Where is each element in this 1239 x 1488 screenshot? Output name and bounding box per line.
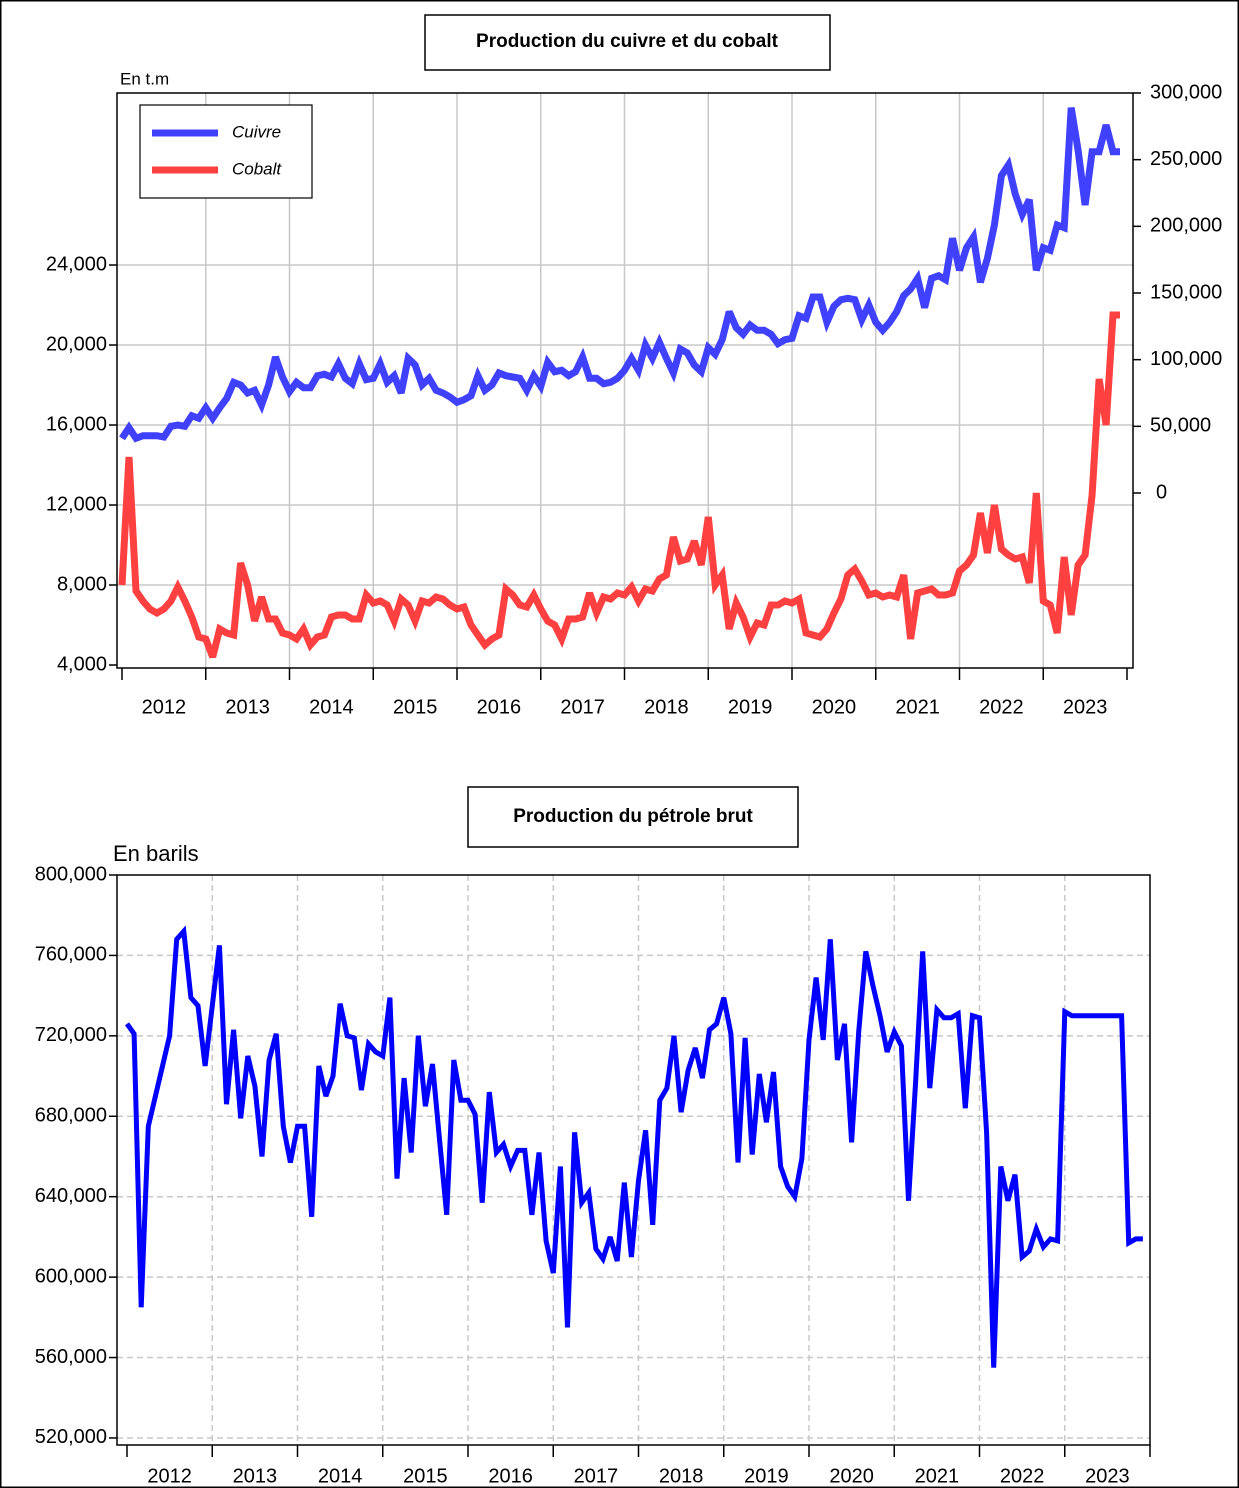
- y2-tick-label: 150,000: [1150, 281, 1222, 303]
- x-tick-label: 2020: [812, 696, 857, 718]
- x-tick-label: 2021: [895, 696, 940, 718]
- y-tick-label: 640,000: [35, 1185, 107, 1207]
- x-tick-label: 2023: [1085, 1465, 1130, 1487]
- chart-title: Production du pétrole brut: [513, 806, 753, 827]
- x-tick-label: 2015: [403, 1465, 448, 1487]
- chart-title: Production du cuivre et du cobalt: [476, 31, 779, 52]
- x-tick-label: 2019: [744, 1465, 789, 1487]
- series-line: [118, 311, 1120, 659]
- y-tick-label: 12,000: [46, 493, 107, 515]
- legend-label: Cobalt: [232, 159, 282, 178]
- x-tick-label: 2016: [488, 1465, 533, 1487]
- y-axis-label: En barils: [113, 841, 199, 866]
- y-tick-label: 680,000: [35, 1105, 107, 1127]
- y-tick-label: 600,000: [35, 1265, 107, 1287]
- x-tick-label: 2016: [477, 696, 522, 718]
- legend-box: [139, 104, 313, 199]
- x-tick-label: 2017: [560, 696, 605, 718]
- y-tick-label: 24,000: [46, 253, 107, 275]
- y-tick-label: 720,000: [35, 1024, 107, 1046]
- y-tick-label: 560,000: [35, 1346, 107, 1368]
- x-tick-label: 2014: [309, 696, 354, 718]
- plot-frame: [116, 92, 1134, 669]
- x-tick-label: 2022: [1000, 1465, 1045, 1487]
- y-tick-label: 520,000: [35, 1426, 107, 1448]
- y2-tick-label: 300,000: [1150, 81, 1222, 103]
- title-box: [467, 786, 799, 848]
- y-axis-label: En t.m: [120, 69, 169, 88]
- x-tick-label: 2023: [1063, 696, 1108, 718]
- series-line: [124, 925, 1143, 1368]
- x-tick-label: 2022: [979, 696, 1024, 718]
- x-tick-label: 2017: [574, 1465, 619, 1487]
- x-tick-label: 2021: [915, 1465, 960, 1487]
- x-tick-label: 2019: [728, 696, 773, 718]
- x-tick-label: 2018: [659, 1465, 704, 1487]
- y2-tick-label: 100,000: [1150, 348, 1222, 370]
- y2-tick-label: 0: [1156, 481, 1167, 503]
- y2-tick-label: 50,000: [1150, 415, 1211, 437]
- y-tick-label: 8,000: [57, 573, 107, 595]
- title-box: [424, 14, 831, 71]
- y-tick-label: 16,000: [46, 413, 107, 435]
- y-tick-label: 800,000: [35, 863, 107, 885]
- y-tick-label: 20,000: [46, 333, 107, 355]
- x-tick-label: 2015: [393, 696, 438, 718]
- y2-tick-label: 200,000: [1150, 215, 1222, 237]
- x-tick-label: 2012: [147, 1465, 192, 1487]
- x-tick-label: 2013: [225, 696, 270, 718]
- y2-tick-label: 250,000: [1150, 148, 1222, 170]
- x-tick-label: 2020: [829, 1465, 874, 1487]
- x-tick-label: 2013: [233, 1465, 278, 1487]
- y-tick-label: 760,000: [35, 944, 107, 966]
- plot-frame: [116, 874, 1151, 1446]
- series-line: [119, 107, 1120, 443]
- legend-label: Cuivre: [232, 122, 281, 141]
- y-tick-label: 4,000: [57, 653, 107, 675]
- x-tick-label: 2018: [644, 696, 689, 718]
- x-tick-label: 2014: [318, 1465, 363, 1487]
- x-tick-label: 2012: [142, 696, 187, 718]
